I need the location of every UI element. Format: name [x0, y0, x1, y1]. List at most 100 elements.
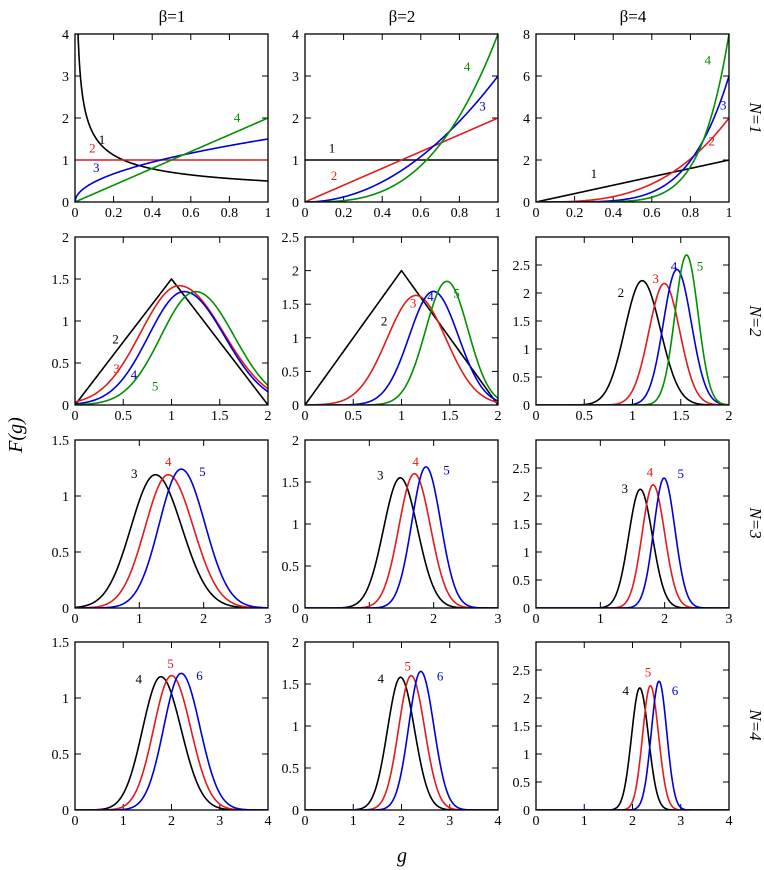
x-tick-label: 0.6	[412, 206, 430, 221]
x-tick-label: 0.6	[643, 206, 661, 221]
x-tick-label: 3	[216, 814, 223, 829]
plot-frame	[535, 33, 730, 203]
series-line-3	[75, 138, 268, 202]
x-tick-label: 1	[120, 814, 127, 829]
series-group	[75, 278, 268, 405]
x-tick-label: 1	[726, 206, 733, 221]
series-line-4	[305, 34, 498, 202]
column-title-beta2: β=2	[389, 7, 416, 26]
y-tick-label: 0	[523, 196, 530, 211]
series-line-6	[536, 680, 729, 810]
panel-N4-b1: 0 1 2 3 4 0 0.5 1 1.5 4 5 6	[52, 636, 272, 829]
y-tick-label: 1.5	[52, 273, 70, 288]
series-label-2: 2	[708, 134, 715, 149]
y-tick-label: 4	[292, 28, 299, 43]
y-tick-label: 0	[523, 804, 530, 819]
y-tick-label: 0	[292, 804, 299, 819]
series-line-4	[536, 484, 729, 608]
y-tick-label: 0.5	[282, 762, 300, 777]
y-tick-label: 1	[523, 546, 530, 561]
plot-frame	[535, 641, 730, 811]
x-tick-label: 0.8	[451, 206, 469, 221]
series-line-2	[536, 117, 729, 202]
panel-N2-b4: 0 0.5 1 1.5 2 0 0.5 1 1.5 2 2.5 2 34 5	[513, 236, 733, 424]
series-line-3	[75, 284, 268, 403]
y-tick-label: 2.5	[282, 231, 300, 246]
series-line-4	[75, 117, 268, 202]
row-title-n3: N=3	[746, 506, 764, 538]
y-tick-label: 2	[523, 287, 530, 302]
series-line-5	[305, 466, 498, 608]
y-tick-label: 2	[62, 112, 69, 127]
x-tick-label: 2	[200, 612, 207, 627]
x-tick-label: 1	[265, 206, 272, 221]
x-tick-label: 0	[72, 814, 79, 829]
series-line-3	[305, 294, 498, 405]
y-tick-label: 1.5	[282, 678, 300, 693]
x-tick-label: 0.5	[345, 409, 363, 424]
plot-frame	[74, 439, 269, 609]
series-line-2	[75, 278, 268, 405]
series-label-2: 2	[618, 285, 625, 300]
series-line-5	[536, 684, 729, 810]
series-label-4: 4	[705, 52, 712, 67]
x-axis-title: g	[397, 845, 407, 867]
y-tick-label: 4	[523, 112, 530, 127]
series-label-5: 5	[697, 259, 704, 274]
series-label-3: 3	[652, 271, 659, 286]
x-tick-label: 1	[366, 612, 373, 627]
series-label-3: 3	[113, 361, 120, 376]
series-label-4: 4	[464, 59, 471, 74]
y-tick-label: 1	[62, 154, 69, 169]
series-label-5: 5	[152, 379, 159, 394]
y-tick-label: 1	[523, 343, 530, 358]
series-group	[536, 477, 729, 608]
x-tick-label: 2	[398, 814, 405, 829]
y-tick-label: 1.5	[513, 720, 531, 735]
series-label-2: 2	[89, 140, 96, 155]
x-tick-label: 0	[302, 612, 309, 627]
series-line-2	[536, 279, 729, 405]
series-label-1: 1	[99, 132, 106, 147]
series-line-6	[305, 670, 498, 810]
series-line-3	[536, 488, 729, 608]
series-line-4	[75, 473, 268, 608]
series-label-4: 4	[131, 367, 138, 382]
y-tick-label: 2	[292, 434, 299, 449]
series-group	[536, 680, 729, 810]
series-line-4	[75, 290, 268, 405]
x-tick-label: 1	[629, 409, 636, 424]
series-label-5: 5	[405, 659, 412, 674]
y-tick-label: 2.5	[513, 462, 531, 477]
y-tick-label: 2	[523, 154, 530, 169]
y-tick-label: 6	[523, 70, 530, 85]
x-tick-label: 0	[533, 814, 540, 829]
series-label-3: 3	[479, 98, 486, 113]
series-label-3: 3	[720, 98, 727, 113]
series-label-5: 5	[167, 656, 174, 671]
series-label-4: 4	[671, 259, 678, 274]
x-tick-label: 1	[168, 409, 175, 424]
x-tick-label: 0.2	[105, 206, 123, 221]
series-label-3: 3	[622, 481, 629, 496]
x-tick-label: 2	[629, 814, 636, 829]
y-tick-label: 0.5	[52, 748, 70, 763]
plot-frame	[304, 641, 499, 811]
y-tick-label: 1.5	[513, 315, 531, 330]
series-label-6: 6	[196, 668, 203, 683]
x-tick-label: 3	[677, 814, 684, 829]
series-group	[75, 468, 268, 608]
panel-N2-b1: 0 0.5 1 1.5 2 0 0.5 1 1.5 2 2 3 45	[52, 231, 272, 424]
series-label-4: 4	[647, 464, 654, 479]
y-tick-label: 0	[62, 804, 69, 819]
x-tick-label: 1.5	[672, 409, 690, 424]
series-line-5	[536, 477, 729, 608]
panel-N4-b2: 0 1 2 3 4 0 0.5 1 1.5 2 4 5 6	[282, 636, 502, 829]
series-line-3	[536, 282, 729, 405]
x-tick-label: 1.5	[211, 409, 229, 424]
x-tick-label: 3	[495, 612, 502, 627]
series-line-4	[536, 34, 729, 202]
series-label-3: 3	[93, 160, 100, 175]
